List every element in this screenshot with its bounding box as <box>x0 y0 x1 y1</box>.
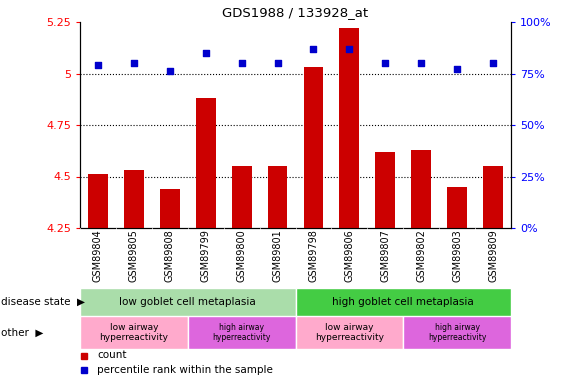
Point <box>129 60 138 66</box>
Point <box>273 60 282 66</box>
Text: GSM89806: GSM89806 <box>345 229 354 282</box>
Bar <box>303 68 323 228</box>
Point <box>166 69 175 75</box>
Point <box>453 66 462 72</box>
Bar <box>267 166 288 228</box>
Text: GSM89799: GSM89799 <box>200 229 211 282</box>
Text: high goblet cell metaplasia: high goblet cell metaplasia <box>332 297 474 307</box>
Text: low airway
hyperreactivity: low airway hyperreactivity <box>315 323 384 342</box>
Text: high airway
hyperreactivity: high airway hyperreactivity <box>428 323 486 342</box>
Point <box>237 60 246 66</box>
Bar <box>403 316 511 349</box>
Text: GSM89800: GSM89800 <box>236 229 247 282</box>
Text: GSM89808: GSM89808 <box>165 229 175 282</box>
Bar <box>232 166 252 228</box>
Text: GSM89801: GSM89801 <box>272 229 283 282</box>
Point <box>93 62 102 68</box>
Point <box>309 46 318 52</box>
Bar <box>339 28 359 228</box>
Text: other  ▶: other ▶ <box>1 327 43 338</box>
Text: low goblet cell metaplasia: low goblet cell metaplasia <box>119 297 256 307</box>
Text: GSM89805: GSM89805 <box>129 229 139 282</box>
Text: low airway
hyperreactivity: low airway hyperreactivity <box>100 323 168 342</box>
Text: GSM89802: GSM89802 <box>416 229 426 282</box>
Bar <box>296 316 403 349</box>
Text: count: count <box>97 351 127 360</box>
Title: GDS1988 / 133928_at: GDS1988 / 133928_at <box>222 6 369 20</box>
Text: GSM89803: GSM89803 <box>452 229 462 282</box>
Bar <box>196 98 216 228</box>
Point <box>345 46 354 52</box>
Bar <box>124 170 144 228</box>
Bar <box>447 187 467 228</box>
Bar <box>187 316 296 349</box>
Bar <box>376 152 395 228</box>
Text: GSM89798: GSM89798 <box>309 229 319 282</box>
Text: high airway
hyperreactivity: high airway hyperreactivity <box>212 323 271 342</box>
Point <box>381 60 390 66</box>
Bar <box>412 150 431 228</box>
Bar <box>88 174 108 228</box>
Text: GSM89809: GSM89809 <box>488 229 498 282</box>
Text: GSM89807: GSM89807 <box>380 229 390 282</box>
Point <box>417 60 426 66</box>
Text: GSM89804: GSM89804 <box>93 229 103 282</box>
Bar <box>160 189 180 228</box>
Text: disease state  ▶: disease state ▶ <box>1 297 84 307</box>
Bar <box>80 316 187 349</box>
Text: percentile rank within the sample: percentile rank within the sample <box>97 365 273 375</box>
Bar <box>80 288 296 316</box>
Bar <box>483 166 503 228</box>
Point <box>201 50 210 56</box>
Bar <box>296 288 511 316</box>
Point <box>489 60 498 66</box>
